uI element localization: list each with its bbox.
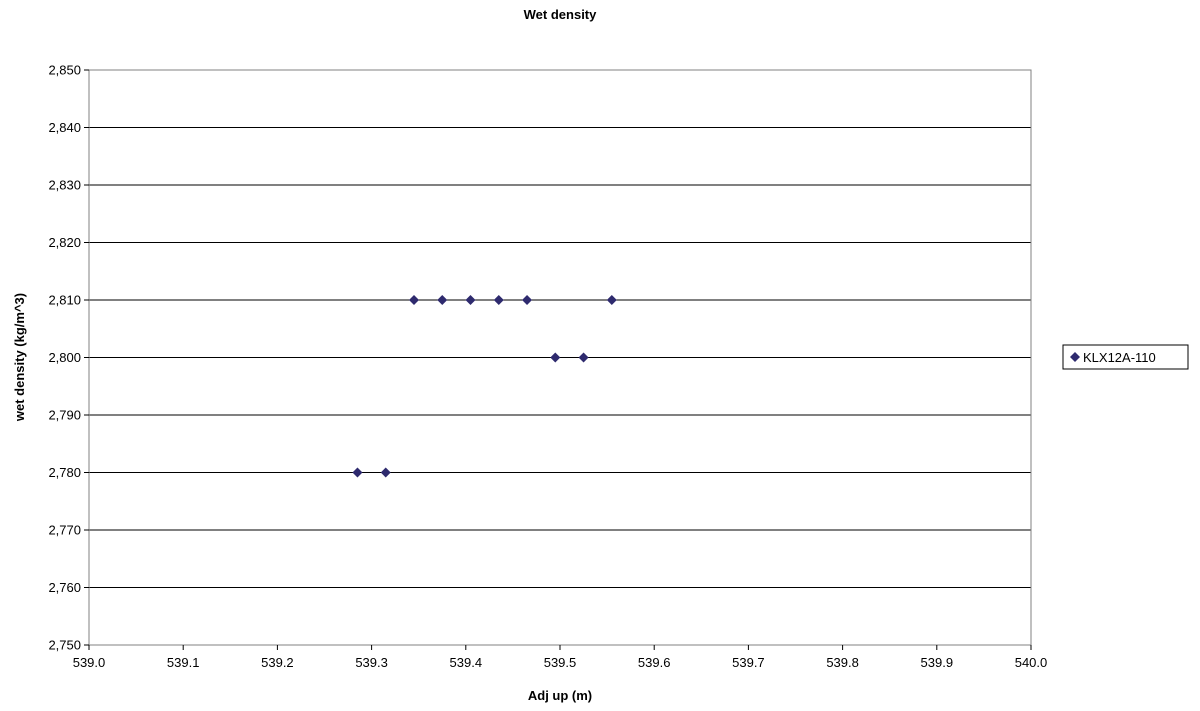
y-tick-label: 2,840 (48, 120, 81, 135)
legend-box (1062, 344, 1189, 370)
y-tick-label: 2,810 (48, 293, 81, 308)
y-tick-label: 2,830 (48, 178, 81, 193)
y-tick-label: 2,820 (48, 235, 81, 250)
data-points (352, 295, 617, 478)
legend: KLX12A-110 (1062, 344, 1189, 370)
x-tick-label: 539.4 (450, 655, 483, 670)
x-axis-label: Adj up (m) (528, 688, 592, 703)
x-tick-label: 539.6 (638, 655, 671, 670)
y-axis-label: wet density (kg/m^3) (12, 293, 27, 422)
data-point (352, 467, 363, 478)
y-tick-label: 2,770 (48, 523, 81, 538)
y-tick-label: 2,850 (48, 63, 81, 78)
data-point (493, 295, 504, 305)
data-point (408, 295, 419, 305)
x-tick-label: 539.0 (73, 655, 106, 670)
x-tick-label: 539.7 (732, 655, 765, 670)
y-tick-label: 2,800 (48, 350, 81, 365)
data-point (380, 467, 391, 478)
x-tick-label: 539.3 (355, 655, 388, 670)
x-tick-label: 539.8 (826, 655, 859, 670)
data-point (437, 295, 448, 305)
data-point (550, 352, 561, 363)
data-point (522, 295, 533, 305)
legend-marker-diamond (1070, 352, 1080, 362)
y-tick-label: 2,750 (48, 638, 81, 653)
legend-entry-label: KLX12A-110 (1083, 350, 1156, 365)
x-tick-label: 539.1 (167, 655, 200, 670)
y-axis: 2,750 2,760 2,770 2,780 2,790 2,800 2,810 2,820… (48, 63, 89, 653)
x-tick-label: 539.2 (261, 655, 294, 670)
y-tick-label: 2,790 (48, 408, 81, 423)
y-tick-label: 2,780 (48, 465, 81, 480)
data-point (578, 352, 589, 363)
data-point (606, 295, 617, 305)
y-tick-label: 2,760 (48, 580, 81, 595)
x-tick-label: 539.5 (544, 655, 577, 670)
x-axis: 539.0 539.1 539.2 539.3 539.4 539.5 539.6 539.7… (73, 645, 1048, 670)
x-tick-label: 540.0 (1015, 655, 1048, 670)
x-tick-label: 539.9 (921, 655, 954, 670)
chart-title: Wet density (524, 7, 597, 22)
data-point (465, 295, 476, 305)
